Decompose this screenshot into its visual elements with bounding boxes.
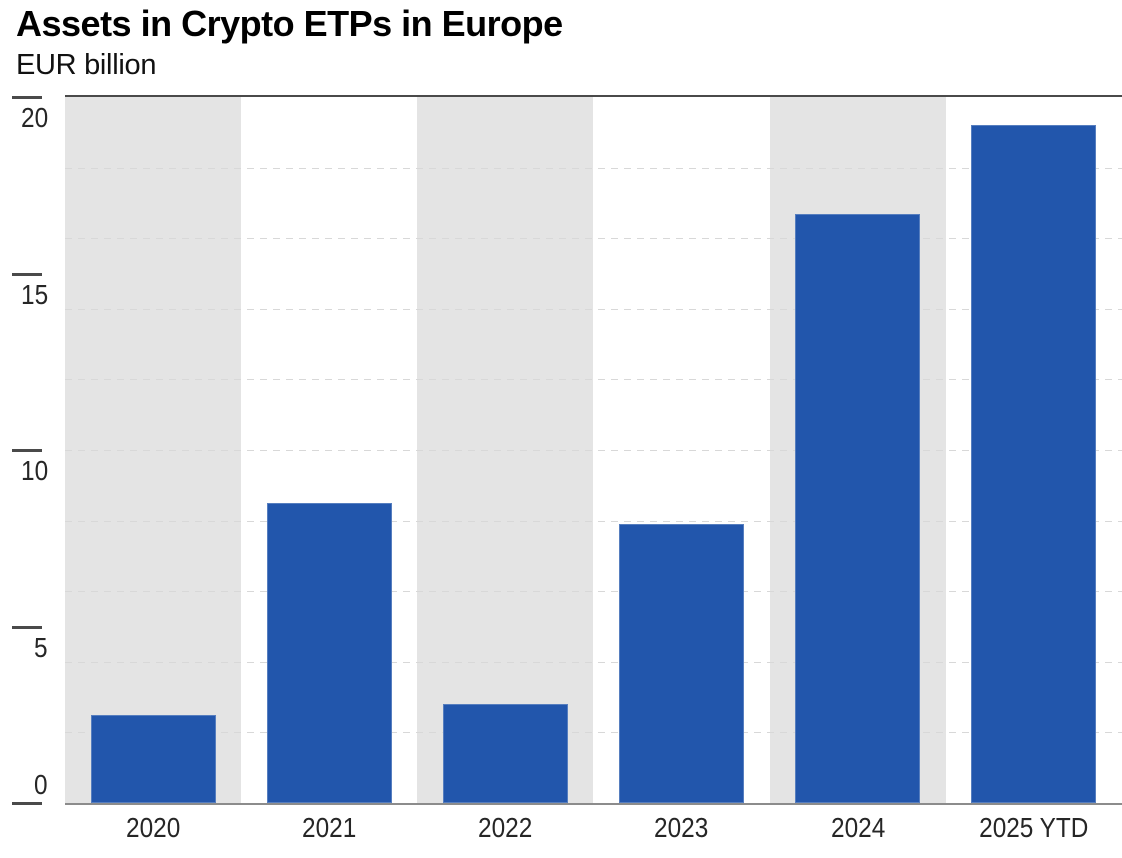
- x-tick-label: 2021: [302, 812, 357, 843]
- y-tick: [12, 96, 42, 99]
- y-tick-label: 20: [20, 102, 48, 133]
- gridline: [65, 661, 1122, 663]
- axis-baseline: [65, 803, 1122, 805]
- gridline: [65, 520, 1122, 522]
- gridline: [65, 379, 1122, 381]
- y-tick: [12, 625, 42, 629]
- gridline: [65, 450, 1122, 451]
- axis-top-rule: [65, 95, 1122, 97]
- y-tick-label: 5: [34, 631, 48, 663]
- y-tick-label: 15: [20, 278, 48, 310]
- x-tick-label: 2025 YTD: [979, 812, 1089, 843]
- gridline: [65, 308, 1122, 310]
- x-tick-label: 2020: [125, 812, 181, 843]
- x-tick-label: 2023: [654, 812, 709, 843]
- gridline: [65, 591, 1122, 593]
- gridline: [65, 732, 1122, 734]
- bar-2020: [90, 714, 216, 803]
- x-tick-label: 2022: [478, 812, 533, 843]
- bar-2024: [795, 213, 921, 803]
- y-tick-label: 10: [20, 455, 48, 486]
- bar-2023: [619, 524, 745, 803]
- y-tick-label: 0: [34, 769, 48, 800]
- bar-2021: [266, 502, 392, 803]
- bar-2022: [442, 704, 568, 803]
- page-subtitle: EUR billion: [16, 49, 157, 81]
- y-tick: [12, 272, 42, 276]
- gridline: [65, 167, 1122, 169]
- gridline: [65, 238, 1122, 240]
- y-tick: [12, 802, 42, 805]
- x-tick-label: 2024: [830, 812, 885, 843]
- y-tick: [12, 449, 42, 452]
- bar-2025-ytd: [971, 125, 1097, 803]
- page-title: Assets in Crypto ETPs in Europe: [16, 3, 563, 44]
- plot-area: [65, 97, 1122, 803]
